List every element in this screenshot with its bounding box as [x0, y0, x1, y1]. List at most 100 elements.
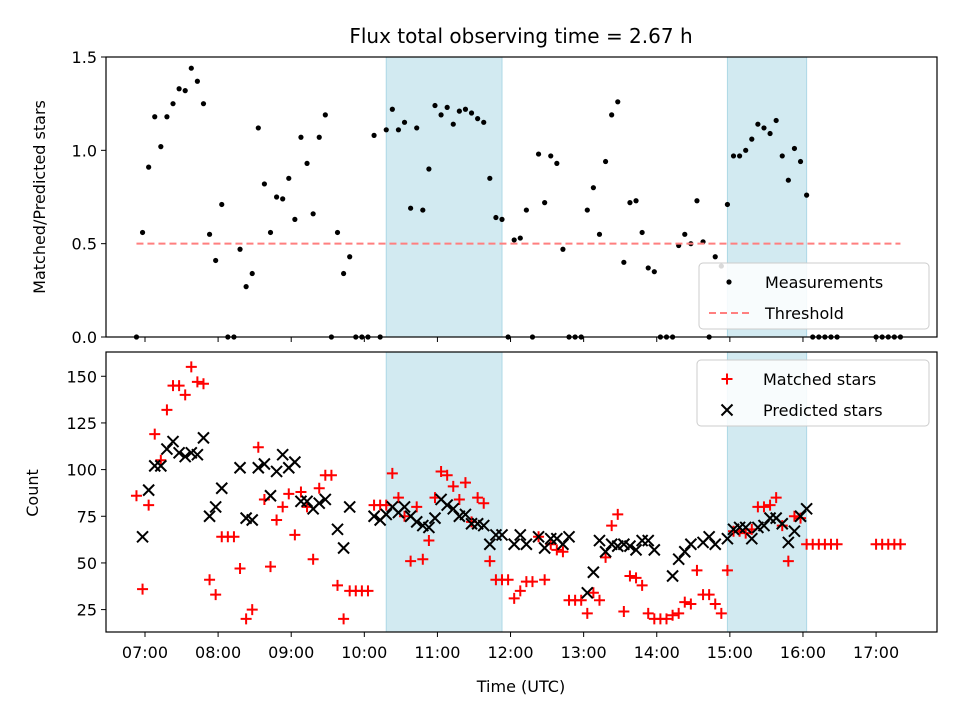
predicted-star-marker [367, 510, 381, 523]
measurement-point [176, 86, 182, 92]
legend-label: Predicted stars [763, 401, 883, 420]
x-tick-label: 16:00 [780, 643, 826, 662]
matched-star-marker [581, 607, 593, 619]
matched-star-marker [197, 378, 209, 390]
measurement-point [627, 200, 633, 206]
predicted-star-marker [532, 530, 545, 544]
x-tick-label: 14:00 [634, 643, 680, 662]
predicted-star-marker [398, 500, 411, 514]
measurement-point [456, 108, 462, 114]
predicted-star-marker [562, 530, 576, 544]
measurement-point [609, 112, 615, 118]
matched-star-marker [149, 428, 161, 440]
measurement-point [523, 207, 529, 213]
measurement-point [621, 259, 627, 265]
predicted-star-marker [246, 513, 259, 527]
matched-star-marker [386, 467, 398, 479]
matched-star-marker [612, 508, 624, 520]
matched-star-marker [313, 482, 325, 494]
matched-star-marker [472, 492, 484, 504]
matched-star-marker [338, 613, 350, 625]
measurement-point [615, 99, 621, 105]
predicted-star-marker [191, 448, 204, 461]
predicted-star-marker [337, 541, 350, 555]
measurement-point [493, 214, 499, 221]
matched-star-marker [392, 492, 404, 504]
legend-label: Matched stars [763, 370, 876, 389]
matched-star-marker [191, 376, 203, 388]
legend-box [696, 359, 930, 427]
measurement-point [182, 88, 188, 94]
predicted-star-marker [215, 482, 228, 495]
matched-star-marker [642, 607, 654, 619]
predicted-star-marker [343, 500, 356, 514]
measurement-point [194, 78, 200, 84]
matched-star-marker [484, 555, 496, 567]
matched-star-marker [526, 576, 538, 588]
measurement-point [432, 102, 438, 109]
measurement-point [755, 121, 761, 127]
legend-marker-matched [721, 373, 733, 385]
matched-star-marker [514, 585, 526, 597]
measurement-point [804, 192, 810, 198]
matched-star-marker [685, 598, 697, 610]
measurement-point [286, 175, 292, 181]
legend-label: Threshold [764, 304, 844, 323]
measurement-point [737, 153, 743, 159]
legend-label: Measurements [765, 273, 883, 292]
legend-marker-measurements [726, 279, 732, 285]
predicted-star-marker [782, 536, 795, 549]
matched-star-marker [234, 563, 246, 575]
measurement-point [420, 207, 426, 213]
measurement-point [383, 127, 389, 133]
measurement-point [645, 265, 651, 271]
matched-star-marker [307, 553, 319, 565]
plot-frame [105, 351, 938, 633]
matched-star-marker [240, 613, 252, 625]
measurement-point [475, 116, 481, 122]
predicted-star-marker [459, 508, 472, 521]
measurement-point [188, 65, 194, 71]
measurement-point [584, 207, 590, 213]
predicted-star-marker [178, 450, 192, 463]
predicted-star-marker [507, 538, 521, 551]
y-tick-label: 150 [66, 367, 97, 386]
measurement-point [408, 205, 414, 211]
matched-star-marker [557, 546, 569, 558]
measurement-point [749, 136, 755, 142]
x-tick-label: 15:00 [707, 643, 753, 662]
measurement-point [310, 211, 316, 217]
measurement-point [542, 200, 548, 206]
measurement-point [341, 270, 347, 277]
y-tick-label: 100 [66, 461, 97, 480]
measurement-point [164, 114, 170, 120]
matched-star-marker [740, 527, 752, 539]
matched-star-marker [173, 380, 185, 392]
predicted-star-marker [514, 528, 527, 542]
predicted-star-marker [776, 517, 789, 530]
predicted-star-marker [520, 538, 533, 551]
matched-star-marker [667, 609, 679, 621]
matched-star-marker [709, 598, 721, 610]
predicted-star-marker [709, 538, 722, 551]
matched-star-marker [508, 592, 520, 604]
measurement-point [146, 164, 152, 170]
chart-title: Flux total observing time = 2.67 h [349, 24, 692, 48]
matched-star-marker [478, 497, 490, 509]
matched-star-marker [246, 604, 258, 616]
measurement-point [298, 134, 304, 140]
matched-star-marker [204, 574, 216, 586]
predicted-star-marker [142, 483, 155, 497]
measurement-point [152, 114, 158, 120]
x-tick-label: 13:00 [561, 643, 607, 662]
measurement-point [261, 181, 268, 187]
measurement-point [322, 112, 328, 118]
measurement-point [773, 117, 779, 124]
predicted-star-marker [440, 498, 454, 512]
matched-star-marker [252, 441, 264, 453]
measurement-point [450, 121, 456, 127]
measurement-point [785, 177, 791, 183]
matched-star-marker [289, 529, 301, 541]
matched-star-marker [185, 361, 197, 373]
